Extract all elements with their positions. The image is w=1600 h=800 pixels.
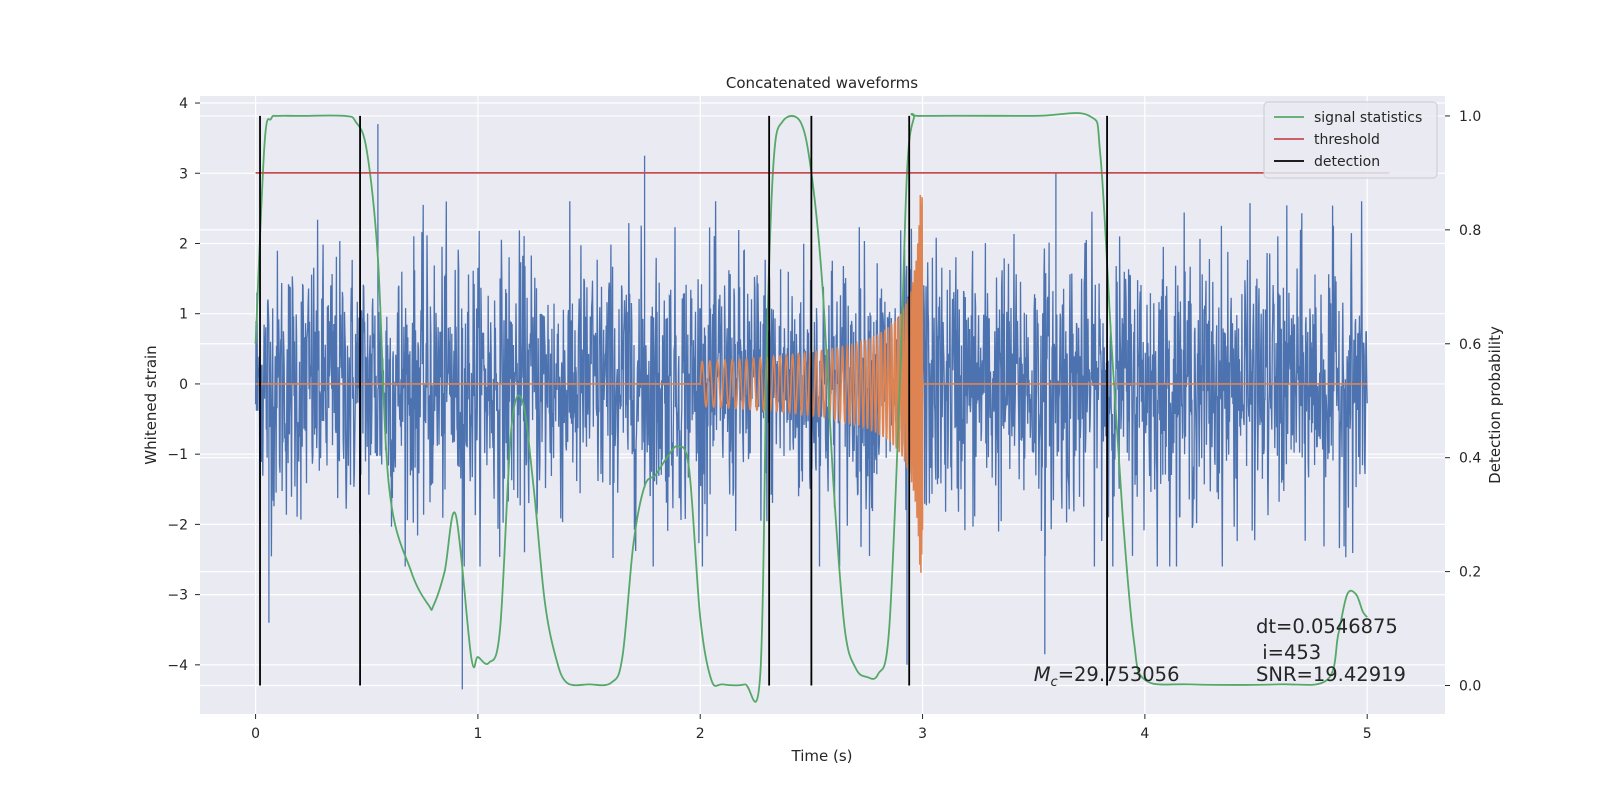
x-tick-label: 1 [473,726,482,742]
x-tick-label: 5 [1363,726,1372,742]
legend-box [1263,101,1438,179]
y-tick-label: 3 [179,166,188,182]
y2-tick-label: 0.8 [1459,223,1481,239]
y2-tick-label: 0.6 [1459,337,1481,353]
y-tick-label: −3 [167,588,188,604]
y2-tick-label: 0.4 [1459,451,1481,467]
x-tick-label: 0 [251,726,260,742]
x-axis-label: Time (s) [791,747,853,765]
legend-label: signal statistics [1314,110,1422,126]
y-tick-label: 4 [179,96,188,112]
x-tick-label: 2 [696,726,705,742]
y-tick-label: −1 [167,447,188,463]
y-tick-label: −4 [167,658,188,674]
annotation-text: dt=0.0546875 [1256,615,1398,638]
y-tick-label: 0 [179,377,188,393]
y-tick-label: 1 [179,307,188,323]
y2-tick-label: 0.0 [1459,679,1481,695]
x-tick-label: 3 [918,726,927,742]
annotation-text: i=453 [1256,641,1321,664]
y2-tick-label: 0.2 [1459,565,1481,581]
legend-label: threshold [1314,132,1380,148]
legend-label: detection [1314,154,1380,170]
y2-tick-label: 1.0 [1459,109,1481,125]
y2-axis-label: Detection probability [1486,326,1504,484]
annotation-text: Mc=29.753056 [1034,663,1180,690]
chart-title: Concatenated waveforms [726,74,918,92]
legend: signal statistics threshold detection [1263,101,1438,179]
annotation-text: SNR=19.42919 [1256,663,1406,686]
signal-statistics-line [254,112,1368,703]
y-tick-label: 2 [179,236,188,252]
x-tick-label: 4 [1140,726,1149,742]
axis-ticks: 0 1 2 3 4 5 −4 −3 −2 −1 0 1 2 3 4 0.0 0.2 0.4 0.6 0.8 1.0 [167,96,1481,742]
y-axis-label: Whitened strain [142,345,160,464]
y-tick-label: −2 [167,517,188,533]
